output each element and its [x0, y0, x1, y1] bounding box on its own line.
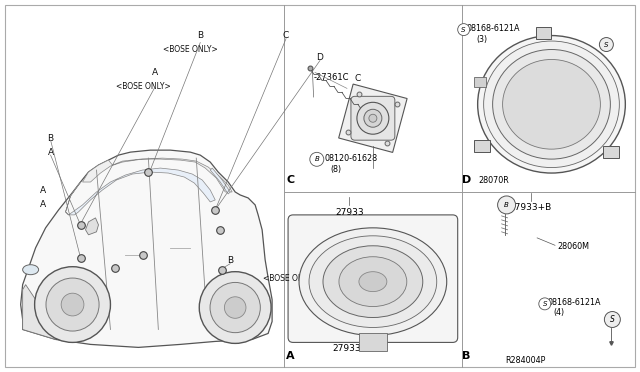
Text: A: A	[40, 186, 45, 195]
Circle shape	[46, 278, 99, 331]
Ellipse shape	[339, 257, 407, 307]
Text: 08168-6121A: 08168-6121A	[467, 24, 520, 33]
Text: D: D	[462, 175, 471, 185]
Text: D: D	[317, 52, 323, 61]
Circle shape	[357, 102, 389, 134]
Ellipse shape	[299, 228, 447, 336]
Circle shape	[600, 38, 613, 51]
Text: B: B	[197, 31, 204, 39]
Circle shape	[364, 109, 382, 127]
Text: 28070R: 28070R	[478, 176, 509, 185]
Text: <BOSE ONLY>: <BOSE ONLY>	[163, 45, 218, 54]
FancyBboxPatch shape	[288, 215, 458, 342]
Bar	[604, 146, 620, 158]
Bar	[474, 77, 486, 87]
Text: S: S	[543, 301, 547, 307]
Text: A: A	[286, 351, 295, 361]
Ellipse shape	[22, 265, 38, 275]
Text: A: A	[47, 148, 54, 157]
Ellipse shape	[309, 236, 436, 327]
Circle shape	[61, 293, 84, 316]
Polygon shape	[20, 150, 272, 347]
Circle shape	[310, 153, 324, 166]
Ellipse shape	[493, 49, 611, 159]
Ellipse shape	[359, 272, 387, 292]
Polygon shape	[339, 84, 407, 153]
Text: A: A	[152, 68, 159, 77]
Text: C: C	[355, 74, 361, 83]
Circle shape	[458, 24, 470, 36]
Text: (8): (8)	[330, 165, 341, 174]
Text: (4): (4)	[554, 308, 565, 317]
Polygon shape	[86, 218, 99, 235]
Polygon shape	[65, 168, 215, 215]
Circle shape	[369, 114, 377, 122]
Bar	[536, 26, 552, 39]
Text: -27361C: -27361C	[314, 73, 349, 82]
Polygon shape	[83, 158, 232, 192]
Circle shape	[225, 297, 246, 318]
Text: C: C	[286, 175, 294, 185]
Polygon shape	[22, 285, 59, 339]
Circle shape	[199, 272, 271, 343]
FancyBboxPatch shape	[351, 96, 395, 140]
Ellipse shape	[323, 246, 423, 318]
Text: B: B	[504, 202, 509, 208]
Text: S: S	[610, 315, 615, 324]
Text: B: B	[314, 156, 319, 162]
Circle shape	[35, 267, 111, 342]
Text: (3): (3)	[476, 35, 488, 44]
Polygon shape	[210, 168, 230, 194]
Bar	[474, 140, 490, 152]
Text: 27933: 27933	[335, 208, 364, 217]
Text: B: B	[462, 351, 470, 361]
Text: 08168-6121A: 08168-6121A	[547, 298, 601, 307]
Circle shape	[539, 298, 551, 310]
Circle shape	[604, 311, 620, 327]
Ellipse shape	[502, 60, 600, 149]
Text: A: A	[40, 200, 45, 209]
Ellipse shape	[484, 41, 620, 167]
Text: B: B	[47, 134, 54, 143]
Circle shape	[498, 196, 516, 214]
Text: B: B	[227, 256, 233, 265]
Text: <BOSE ONLY>: <BOSE ONLY>	[262, 274, 317, 283]
Circle shape	[210, 282, 260, 333]
Text: R284004P: R284004P	[506, 356, 546, 365]
Text: 28060M: 28060M	[557, 242, 589, 251]
Text: C: C	[283, 31, 289, 39]
Text: B: B	[207, 294, 213, 302]
Text: 27933+B: 27933+B	[509, 203, 552, 212]
Text: S: S	[461, 27, 466, 33]
Text: S: S	[604, 42, 609, 48]
Text: 08120-61628: 08120-61628	[324, 154, 378, 164]
Text: <BOSE ONLY>: <BOSE ONLY>	[116, 82, 171, 92]
Ellipse shape	[477, 36, 625, 173]
Bar	[359, 333, 387, 352]
Text: 27933+A: 27933+A	[333, 343, 375, 353]
